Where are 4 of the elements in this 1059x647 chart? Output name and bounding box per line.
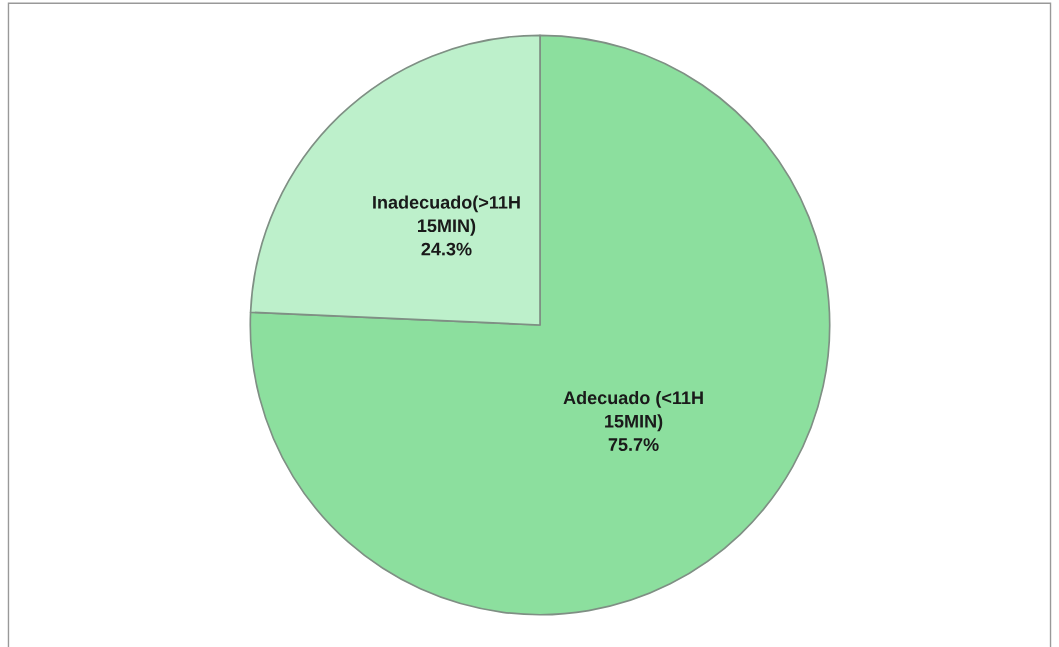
data-label: 75.7%: [608, 438, 659, 451]
slice-label: Adecuado (<11H 15MIN): [563, 390, 703, 432]
slice-label: Inadecuado(>11H 15MIN): [373, 195, 520, 236]
data-label: 24.3%: [421, 242, 472, 256]
